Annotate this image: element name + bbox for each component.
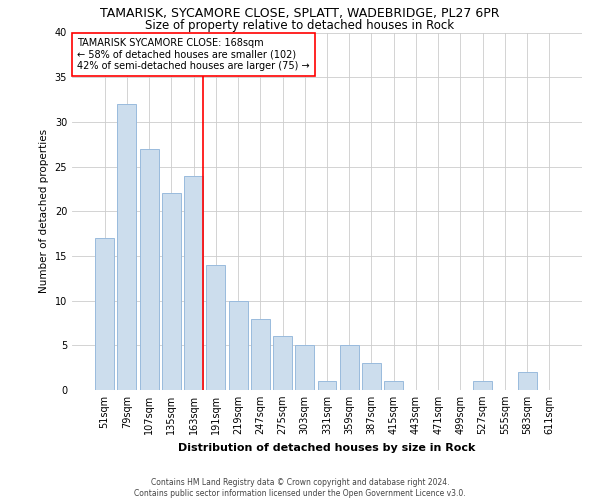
Bar (317, 381, 337, 390)
Bar (384, 381, 403, 390)
Text: Size of property relative to detached houses in Rock: Size of property relative to detached ho… (145, 19, 455, 32)
Bar (184, 176, 203, 390)
Bar (362, 363, 381, 390)
Bar (162, 194, 181, 390)
Bar (340, 346, 359, 390)
Bar (273, 336, 292, 390)
Text: TAMARISK, SYCAMORE CLOSE, SPLATT, WADEBRIDGE, PL27 6PR: TAMARISK, SYCAMORE CLOSE, SPLATT, WADEBR… (100, 8, 500, 20)
Bar (206, 265, 225, 390)
Y-axis label: Number of detached properties: Number of detached properties (39, 129, 49, 294)
Bar (251, 318, 270, 390)
Text: Contains HM Land Registry data © Crown copyright and database right 2024.
Contai: Contains HM Land Registry data © Crown c… (134, 478, 466, 498)
Bar (518, 372, 536, 390)
Bar (95, 238, 114, 390)
Bar (229, 300, 248, 390)
Bar (140, 148, 158, 390)
Bar (473, 381, 492, 390)
X-axis label: Distribution of detached houses by size in Rock: Distribution of detached houses by size … (178, 442, 476, 452)
Bar (118, 104, 136, 390)
Bar (295, 346, 314, 390)
Text: TAMARISK SYCAMORE CLOSE: 168sqm
← 58% of detached houses are smaller (102)
42% o: TAMARISK SYCAMORE CLOSE: 168sqm ← 58% of… (77, 38, 310, 71)
